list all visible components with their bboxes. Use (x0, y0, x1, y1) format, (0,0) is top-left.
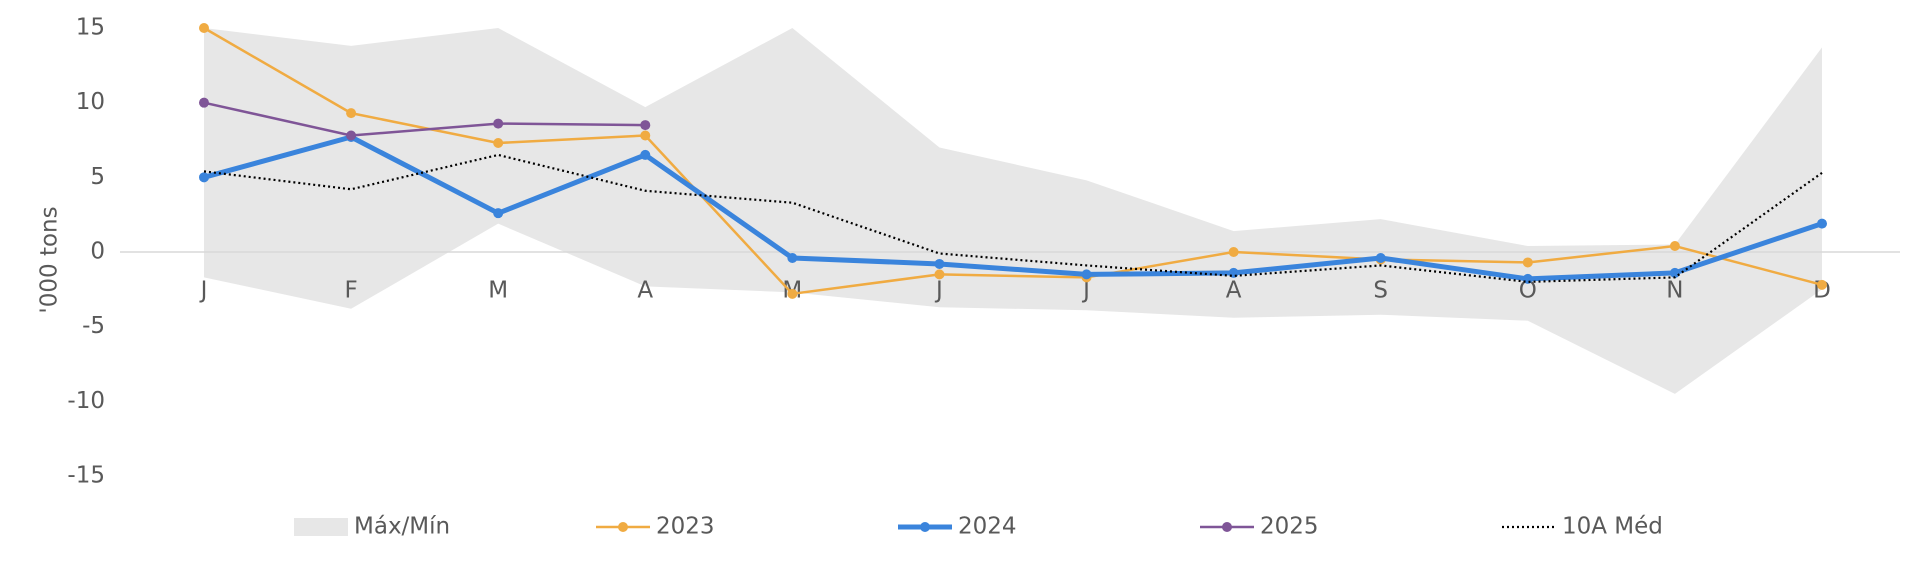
y-tick-label: 5 (90, 164, 105, 190)
series-marker (640, 120, 651, 131)
series-line (203, 134, 1823, 282)
series-line (203, 101, 646, 137)
y-tick-label: 0 (90, 239, 105, 265)
x-tick-label: A (637, 278, 653, 304)
series-marker (1081, 269, 1092, 280)
x-tick-label: J (1081, 278, 1090, 304)
band-layer (204, 28, 1822, 394)
series-marker (346, 108, 357, 119)
legend-marker (618, 522, 628, 532)
y-tick-label: -15 (67, 463, 105, 489)
x-tick-label: F (344, 278, 357, 304)
x-tick-label: N (1666, 278, 1683, 304)
x-tick-label: J (934, 278, 943, 304)
x-tick-label: S (1373, 278, 1388, 304)
series-marker (199, 23, 209, 33)
x-tick-label: M (488, 278, 508, 304)
series-marker (1522, 257, 1533, 268)
series-marker (346, 130, 357, 141)
series-marker (493, 137, 504, 148)
series-marker (1669, 267, 1680, 278)
series-marker (934, 258, 945, 269)
max-min-band (204, 28, 1822, 394)
series-line (203, 26, 1823, 296)
series-marker (787, 252, 798, 263)
series-marker (640, 130, 651, 141)
x-tick-label: J (199, 278, 208, 304)
series-marker (1375, 252, 1386, 263)
legend-label: Máx/Mín (354, 514, 450, 540)
y-axis-title: '000 tons (37, 206, 63, 313)
y-tick-label: -10 (67, 388, 105, 414)
series-marker (1817, 218, 1827, 229)
series-marker (787, 288, 798, 299)
x-tick-label: A (1226, 278, 1242, 304)
legend-marker (920, 522, 930, 532)
series-marker (640, 149, 651, 160)
y-tick-label: 10 (76, 89, 105, 115)
legend-label: 2024 (958, 514, 1017, 540)
series-marker (199, 97, 209, 108)
series-marker (199, 172, 209, 183)
series-marker (1669, 241, 1680, 252)
y-tick-label: 15 (76, 15, 105, 41)
legend-label: 2025 (1260, 514, 1319, 540)
y-tick-label: -5 (82, 313, 105, 339)
x-tick-label: O (1519, 278, 1537, 304)
series-marker (493, 118, 504, 129)
series-marker (934, 269, 945, 280)
legend-marker (1222, 522, 1232, 532)
legend-label: 2023 (656, 514, 715, 540)
series-marker (493, 208, 504, 219)
series-marker (1228, 247, 1239, 257)
series-marker (1817, 279, 1827, 290)
legend-label: 10A Méd (1562, 514, 1663, 540)
legend-swatch (294, 518, 348, 536)
